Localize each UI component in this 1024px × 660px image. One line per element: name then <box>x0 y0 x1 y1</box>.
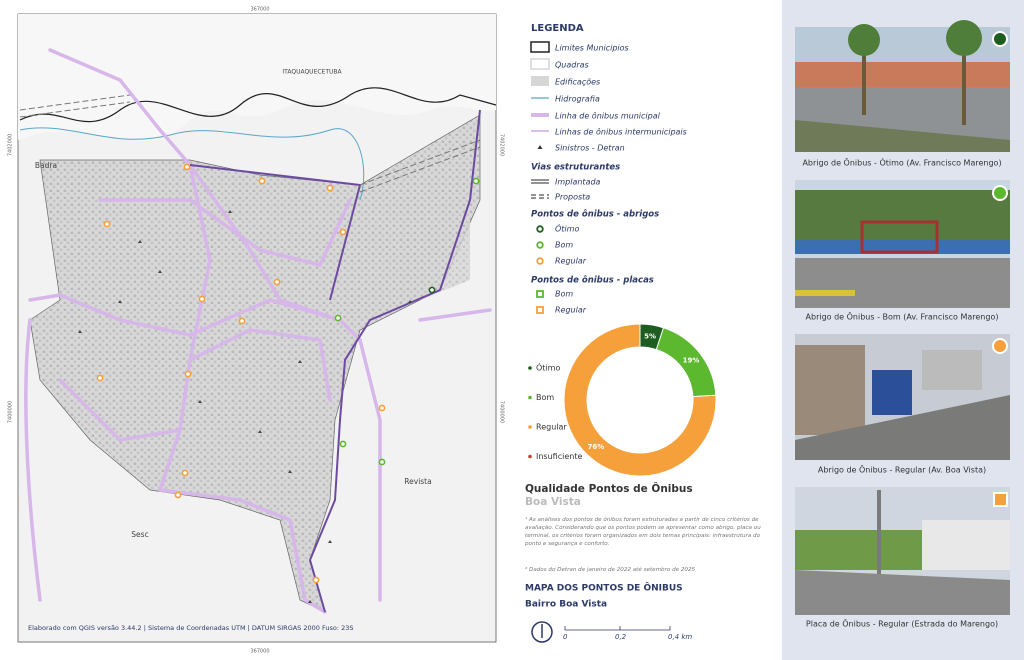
photo <box>795 20 1010 152</box>
legend-symbol <box>536 290 544 298</box>
value-label: 5% <box>644 332 656 340</box>
river <box>19 127 365 201</box>
legend-title: LEGENDA <box>531 23 584 34</box>
value-label: 19% <box>683 356 700 364</box>
place-label: ITAQUAQUECETUBA <box>282 69 342 76</box>
donut-chart: 5% Ótimo 19% Bom 76% Regular Insuficiente <box>528 323 717 477</box>
municipal-limit <box>19 87 497 123</box>
coord-label: 367000 <box>250 649 269 655</box>
legend-symbol <box>536 225 544 233</box>
photo-caption: Abrigo de Ônibus - Bom (Av. Francisco Ma… <box>806 311 999 322</box>
legend-label: Insuficiente <box>536 452 582 461</box>
photo-caption: Abrigo de Ônibus - Ótimo (Av. Francisco … <box>802 157 1001 168</box>
north-area <box>18 14 496 141</box>
legend-marker <box>528 395 532 400</box>
north-arrow <box>531 621 553 643</box>
photo <box>795 180 1010 308</box>
legend-label: Bom <box>555 290 573 299</box>
proposed-road <box>19 94 131 118</box>
legend-label: Implantada <box>555 178 601 187</box>
legend-symbol <box>531 194 549 199</box>
photo-panel: Abrigo de Ônibus - Ótimo (Av. Francisco … <box>782 0 1024 660</box>
place-label: Sesc <box>131 530 148 539</box>
legend-symbol <box>530 58 550 70</box>
great-stop <box>428 286 436 294</box>
place-label: Revista <box>404 477 431 486</box>
proposed-road <box>359 139 481 193</box>
legend-marker <box>528 366 532 370</box>
legend-heading: Vias estruturantes <box>531 163 620 173</box>
legend-panel: LEGENDA Limites Municipios Quadras Edifi… <box>525 23 717 643</box>
scale-bar <box>564 626 671 631</box>
place-label: Badra <box>35 161 57 170</box>
legend-label: Linha de ônibus municipal <box>555 111 661 121</box>
legend-label: Proposta <box>555 193 590 202</box>
photo-caption: Abrigo de Ônibus - Regular (Av. Boa Vist… <box>818 464 986 475</box>
legend-label: Regular <box>555 306 587 315</box>
legend-label: Linhas de ônibus intermunicipais <box>555 127 687 137</box>
note: ¹ As análises dos pontos de ônibus foram… <box>525 517 761 548</box>
legend-label: Regular <box>555 257 587 266</box>
shelter-stops <box>96 163 386 584</box>
legend-symbol <box>536 306 544 314</box>
map: 367000 367000 7402000 7400000 7402000 74… <box>8 7 505 655</box>
legend-symbol <box>531 76 549 86</box>
coord-label: 7400000 <box>8 401 14 423</box>
legend-marker <box>528 454 532 459</box>
legend-symbol <box>530 41 550 53</box>
legend-symbol <box>536 257 544 265</box>
legend-label: Bom <box>555 241 573 250</box>
legend-label: Edificações <box>555 78 600 87</box>
legend-symbol <box>537 145 543 149</box>
accidents <box>78 210 412 603</box>
coord-label: 7402000 <box>8 134 14 156</box>
legend-label: Ótimo <box>555 223 579 234</box>
note: ² Dados do Detran de janeiro de 2022 até… <box>525 567 696 573</box>
legend-label: Hidrografia <box>555 95 600 104</box>
legend-label: Sinistros - Detran <box>555 144 625 153</box>
legend-heading: Pontos de ônibus - abrigos <box>531 209 659 220</box>
coord-label: 7402000 <box>499 134 505 156</box>
coord-label: 367000 <box>250 7 269 13</box>
legend-heading: Pontos de ônibus - placas <box>531 275 654 286</box>
legend-label: Ótimo <box>536 362 560 373</box>
map-credit: Elaborado com QGIS versão 3.44.2 | Siste… <box>28 624 354 632</box>
footer-title: MAPA DOS PONTOS DE ÔNIBUS <box>525 582 683 594</box>
footer-subtitle: Bairro Boa Vista <box>525 600 607 610</box>
legend-symbol <box>536 241 544 249</box>
legend-label: Limites Municipios <box>555 44 629 53</box>
photo-caption: Placa de Ônibus - Regular (Estrada do Ma… <box>806 618 998 629</box>
chart-title: Qualidade Pontos de Ônibus <box>525 482 693 495</box>
blocks-east <box>360 160 470 300</box>
legend-label: Regular <box>536 423 567 432</box>
legend-marker <box>528 425 532 429</box>
bus-lines <box>24 48 492 614</box>
legend-label: Quadras <box>555 61 589 70</box>
legend-symbol <box>531 179 549 184</box>
scale-label: 0,4 km <box>668 633 692 641</box>
value-label: 76% <box>587 443 604 451</box>
chart-subtitle: Boa Vista <box>525 496 581 508</box>
scale-label: 0,2 <box>615 633 627 641</box>
donut-slice <box>563 323 717 477</box>
photo <box>795 487 1010 615</box>
coord-label: 7400000 <box>499 401 505 423</box>
scale-label: 0 <box>563 633 568 641</box>
photo <box>795 334 1010 460</box>
legend-label: Bom <box>536 393 554 402</box>
good-stops <box>334 177 480 466</box>
